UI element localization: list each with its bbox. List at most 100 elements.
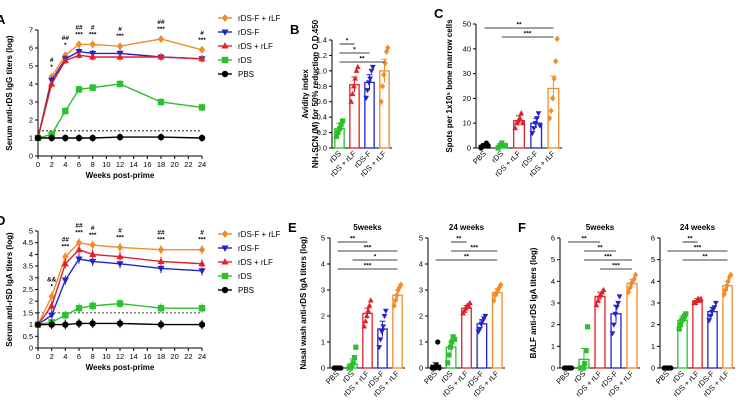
y-tick-label: 1 [29,134,33,143]
data-point [366,302,373,308]
x-tick-label: 24 [198,160,206,169]
data-point [157,133,165,141]
y-tick-label: 0 [419,364,423,373]
data-point [382,59,388,67]
data-point [350,360,356,366]
chart-D: D00.511.522.533.544.550 2 4 6 8 10 12 14 16 18 20 2… [0,213,281,372]
y-tick-label: 0 [29,152,33,161]
data-point [89,320,96,327]
y-tick-label: 5 [551,255,555,264]
data-point [48,302,56,309]
y-tick-label: 1 [551,342,555,351]
data-point [116,243,124,252]
data-point [89,241,96,250]
legend-label: PBS [238,70,254,79]
data-point [554,35,560,43]
data-point [613,305,620,311]
series-line [37,54,203,139]
data-point [446,352,452,358]
data-point [519,120,526,126]
sig-label: ** [597,245,603,252]
data-point [683,311,689,317]
sig-label: *** [524,31,532,38]
data-point [394,291,400,299]
y-tick-label: 0 [29,344,33,353]
sig-label: ** [464,254,470,261]
data-point [600,286,607,293]
y-tick-label: 3 [651,299,655,308]
data-point [198,134,206,142]
sig-label: *** [364,245,372,252]
legend-marker [221,245,229,252]
data-point [531,126,537,132]
y-tick-label: 0.6 [317,97,327,106]
y-tick-label: 1.0 [317,66,327,75]
legend-marker [221,42,229,49]
y-tick-label: 0.4 [317,113,327,122]
significance-mark: # [118,227,122,234]
sig-label: * [374,254,377,261]
data-point [676,326,682,332]
legend-marker [221,56,229,64]
data-point [502,142,508,149]
data-point [632,271,639,279]
legend-marker [221,70,229,78]
y-axis-title: Serum anti-rDS IgG titers (log) [5,35,14,150]
data-point [349,90,356,97]
y-tick-label: 6 [551,234,555,243]
data-point [609,331,616,337]
data-point [582,361,588,367]
panel-letter: A [0,12,6,27]
y-tick-label: 1 [321,338,325,347]
data-point [551,75,557,82]
y-tick-label: 0.5 [23,332,33,341]
data-point [89,258,97,266]
data-point [668,365,674,371]
data-point [48,292,55,301]
x-tick-label: 18 [157,160,165,169]
significance-mark: # [50,57,54,64]
sig-label: * [346,38,349,45]
chart-C: C 0 10 20 30 40 50 Spots per 1x10⁵ bone marrow … [434,6,562,179]
data-point [611,322,617,328]
legend-marker [221,230,229,238]
data-point [612,311,619,317]
significance-mark: # [118,26,122,33]
data-point [89,84,96,91]
data-point [697,295,704,301]
y-tick-label: 5 [419,234,423,243]
x-tick-label: PBS [422,369,439,386]
data-point [516,115,523,121]
data-point [546,114,553,122]
panel-subtitle: 5weeks [586,223,615,232]
data-point [378,98,384,105]
sig-label: ** [456,236,462,243]
data-point [198,245,206,254]
y-axis-title: Serum anti-rSD IgA titers (log) [5,232,14,347]
series-line [37,248,203,326]
significance-mark: *** [157,237,165,244]
sig-label: ** [359,56,365,63]
significance-mark: *** [116,234,124,241]
significance-mark: ## [62,35,70,42]
data-point [435,339,441,345]
data-point [157,257,165,264]
data-point [198,54,206,62]
chart-B: B 0.0 0.2 0.4 0.6 0.8 1.0 1.2 1.4 Avidity index NH… [290,19,392,179]
y-tick-label: 4 [419,260,423,269]
data-point [336,126,343,132]
x-tick-label: 20 [170,160,178,169]
data-point [75,320,83,327]
data-point [61,277,69,284]
data-point [615,300,621,307]
panel-subtitle: 24 weeks [680,223,716,232]
y-tick-label: 3 [29,98,33,107]
significance-mark: *** [89,232,97,239]
x-tick-label: 18 [157,352,165,361]
data-point [363,95,370,101]
data-point [534,116,540,122]
y-tick-label: 7 [29,26,33,35]
data-point [367,76,374,82]
y-tick-label: 4 [321,260,325,269]
